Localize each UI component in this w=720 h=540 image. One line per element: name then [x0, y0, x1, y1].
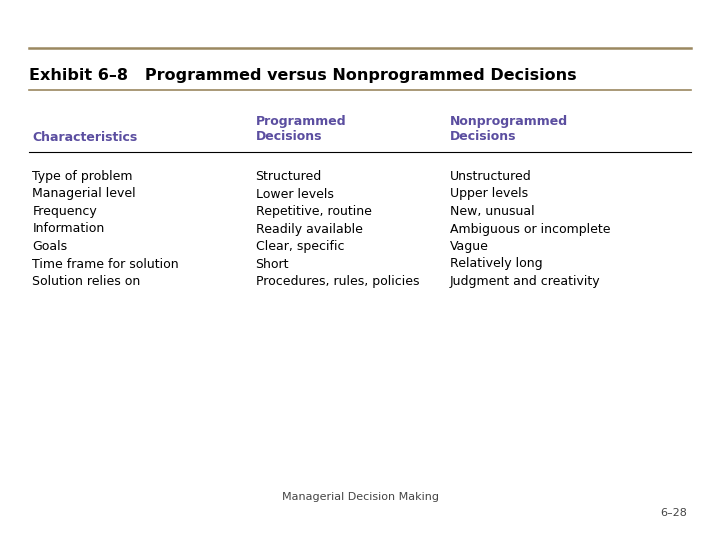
Text: Goals: Goals	[32, 240, 68, 253]
Text: Programmed
Decisions: Programmed Decisions	[256, 115, 346, 144]
Text: Relatively long: Relatively long	[450, 258, 543, 271]
Text: Structured: Structured	[256, 170, 322, 183]
Text: Managerial level: Managerial level	[32, 187, 136, 200]
Text: Ambiguous or incomplete: Ambiguous or incomplete	[450, 222, 611, 235]
Text: Nonprogrammed
Decisions: Nonprogrammed Decisions	[450, 115, 568, 144]
Text: Repetitive, routine: Repetitive, routine	[256, 205, 372, 218]
Text: Solution relies on: Solution relies on	[32, 275, 140, 288]
Text: Type of problem: Type of problem	[32, 170, 133, 183]
Text: Procedures, rules, policies: Procedures, rules, policies	[256, 275, 419, 288]
Text: Frequency: Frequency	[32, 205, 97, 218]
Text: Characteristics: Characteristics	[32, 131, 138, 144]
Text: Unstructured: Unstructured	[450, 170, 532, 183]
Text: Judgment and creativity: Judgment and creativity	[450, 275, 600, 288]
Text: Clear, specific: Clear, specific	[256, 240, 344, 253]
Text: Lower levels: Lower levels	[256, 187, 333, 200]
Text: Upper levels: Upper levels	[450, 187, 528, 200]
Text: Short: Short	[256, 258, 289, 271]
Text: 6–28: 6–28	[661, 508, 688, 518]
Text: Managerial Decision Making: Managerial Decision Making	[282, 492, 438, 502]
Text: New, unusual: New, unusual	[450, 205, 535, 218]
Text: Exhibit 6–8   Programmed versus Nonprogrammed Decisions: Exhibit 6–8 Programmed versus Nonprogram…	[29, 68, 577, 83]
Text: Time frame for solution: Time frame for solution	[32, 258, 179, 271]
Text: Vague: Vague	[450, 240, 489, 253]
Text: Readily available: Readily available	[256, 222, 362, 235]
Text: Information: Information	[32, 222, 104, 235]
